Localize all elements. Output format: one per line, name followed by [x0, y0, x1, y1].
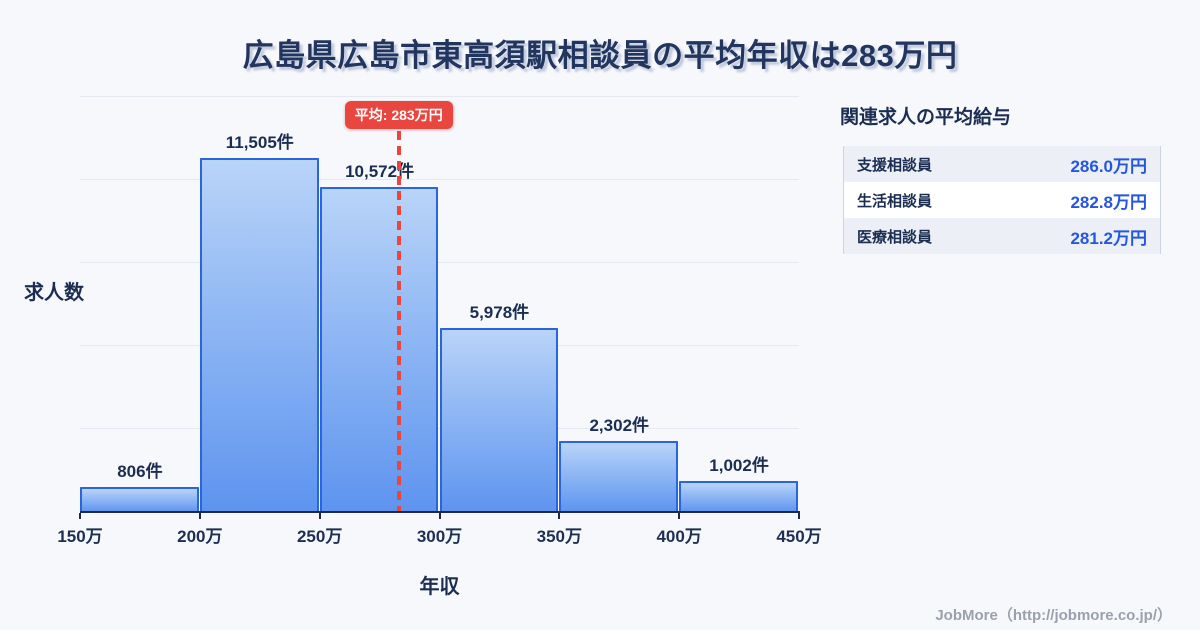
histogram-bar [439, 328, 559, 512]
x-axis-tick-label: 200万 [177, 527, 223, 546]
x-axis-line [80, 511, 800, 513]
bar-value-label: 1,002件 [709, 456, 769, 476]
bar-value-label: 806件 [117, 462, 163, 482]
histogram-bar [559, 441, 679, 512]
related-jobs-heading: 関連求人の平均給与 [840, 107, 1012, 128]
x-axis-tick [678, 513, 681, 519]
footer-credit: JobMore（http://jobmore.co.jp/） [935, 607, 1172, 624]
mean-dashed-line [396, 131, 401, 512]
page-title: 広島県広島市東高須駅相談員の平均年収は283万円 [242, 38, 958, 73]
x-axis-title: 年収 [419, 576, 460, 598]
histogram-bar [80, 487, 199, 512]
x-axis-tick [558, 513, 561, 519]
x-axis-tick-label: 250万 [296, 527, 343, 546]
x-axis-tick [438, 513, 441, 519]
bar-value-label: 10,572件 [345, 161, 415, 181]
related-job-row: 生活相談員 282.8万円 [844, 182, 1160, 218]
x-axis-tick [198, 513, 201, 519]
x-axis-tick [798, 513, 800, 519]
bar-value-label: 11,505件 [225, 133, 294, 153]
mean-badge: 平均: 283万円 [344, 101, 453, 129]
histogram-bar [679, 481, 798, 512]
gridline [80, 262, 799, 263]
related-job-value: 286.0万円 [1070, 156, 1147, 176]
x-axis-tick-label: 350万 [536, 527, 583, 546]
x-axis-tick-label: 300万 [416, 527, 463, 546]
histogram-bar [319, 186, 439, 512]
x-axis-tick-label: 450万 [776, 527, 822, 546]
related-job-label: 生活相談員 [857, 192, 933, 210]
y-axis-label: 求人数 [24, 282, 84, 304]
plot-area: 806件 11,505件 10,572件 5,978件 2,302件 1,002件 平均: … [80, 96, 799, 512]
bar-value-label: 5,978件 [469, 303, 530, 323]
bar-value-label: 2,302件 [589, 416, 650, 436]
related-jobs-table: 支援相談員 286.0万円生活相談員 282.8万円医療相談員 281.2万円 [843, 146, 1161, 254]
related-job-row: 医療相談員 281.2万円 [844, 218, 1160, 254]
x-axis-tick-label: 400万 [656, 527, 702, 546]
gridline [80, 96, 799, 97]
related-job-label: 医療相談員 [857, 228, 933, 246]
related-job-row: 支援相談員 286.0万円 [844, 146, 1160, 182]
related-job-value: 281.2万円 [1070, 228, 1147, 248]
gridline [80, 179, 799, 180]
related-job-label: 支援相談員 [857, 156, 933, 174]
related-job-value: 282.8万円 [1070, 192, 1147, 212]
x-axis-tick [79, 513, 81, 519]
x-axis-tick [318, 513, 321, 519]
histogram-bar [199, 158, 319, 512]
x-axis-tick-label: 150万 [57, 527, 103, 546]
